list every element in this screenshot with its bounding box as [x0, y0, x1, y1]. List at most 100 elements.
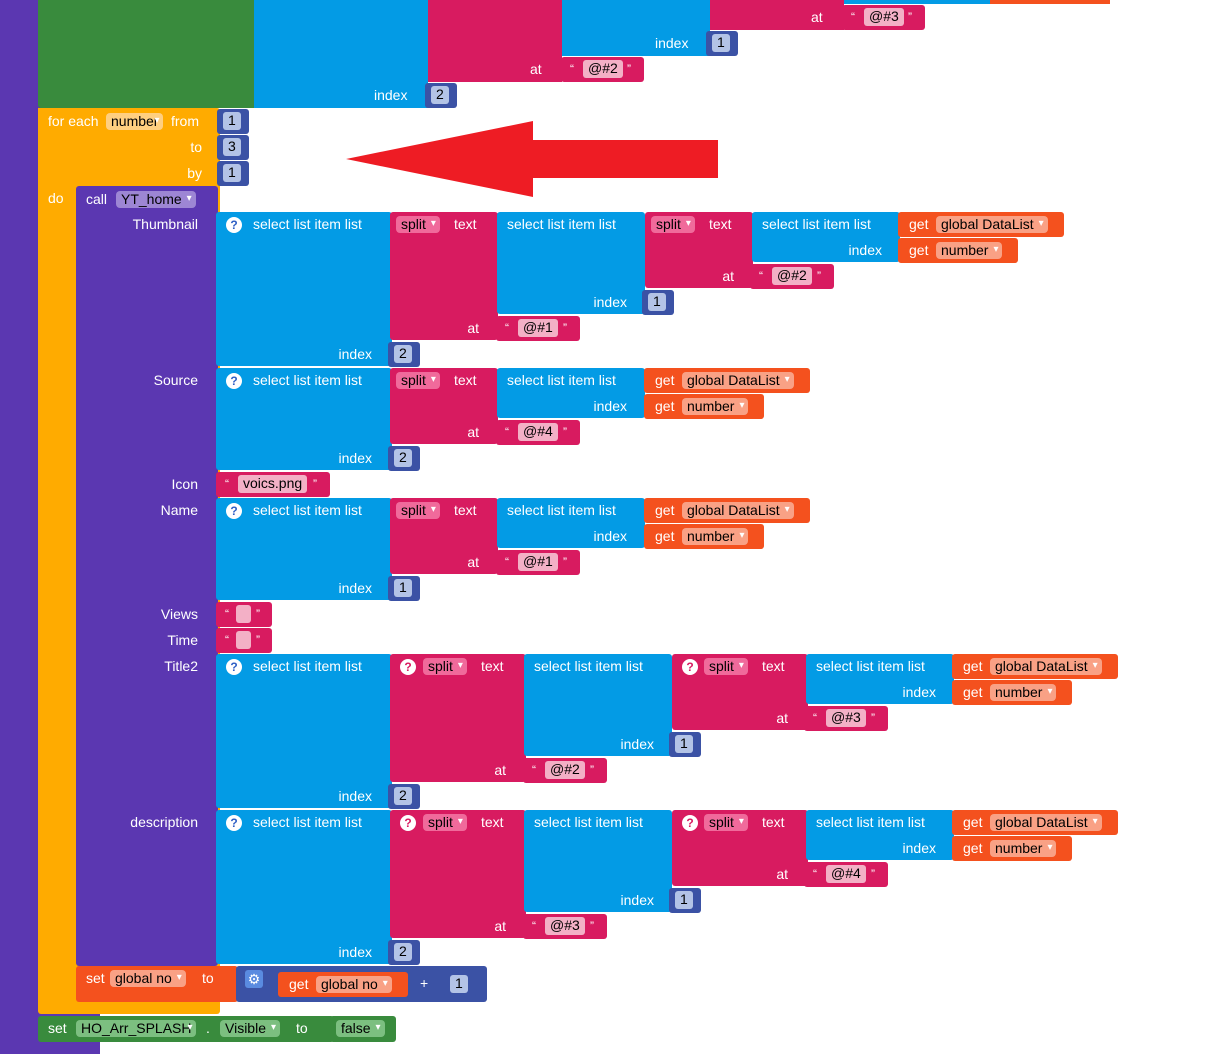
get-global-datalist-block[interactable]: get global DataList [952, 810, 1118, 835]
get-global-datalist-block[interactable]: get global DataList [644, 368, 810, 393]
loop-from-number-block[interactable]: 1 [217, 109, 249, 134]
split-dropdown[interactable]: split [396, 216, 440, 233]
variable-dropdown[interactable]: global no [316, 976, 392, 993]
name-select-list-block-inner[interactable] [497, 498, 645, 548]
description-index-number-outer[interactable]: 2 [388, 940, 420, 965]
top-text-block-mid[interactable] [710, 0, 844, 30]
top-string-value-b[interactable]: @#2 [583, 60, 623, 78]
variable-dropdown[interactable]: number [990, 684, 1057, 701]
procedure-name-dropdown[interactable]: YT_home [116, 191, 196, 208]
source-at-string[interactable]: “ @#4 ” [496, 420, 580, 445]
variable-dropdown[interactable]: number [682, 398, 749, 415]
thumbnail-index-number-inner[interactable]: 1 [642, 290, 674, 315]
mutator-question-icon[interactable]: ? [226, 503, 242, 519]
title2-index-number-outer[interactable]: 2 [388, 784, 420, 809]
source-index-number[interactable]: 2 [388, 446, 420, 471]
source-select-list-block-inner[interactable] [497, 368, 645, 418]
views-string-block[interactable]: “ ” [216, 602, 272, 627]
gear-icon[interactable]: ⚙ [245, 970, 263, 988]
top-string-at-b[interactable]: “ @#2 ” [561, 57, 644, 82]
variable-dropdown[interactable]: global DataList [682, 502, 794, 519]
name-at-string[interactable]: “ @#1 ” [496, 550, 580, 575]
thumbnail-index-number-outer[interactable]: 2 [388, 342, 420, 367]
description-select-list-block[interactable] [216, 810, 392, 964]
boolean-dropdown[interactable]: false [336, 1020, 385, 1037]
loop-to-number-block[interactable]: 3 [217, 135, 249, 160]
mutator-question-icon[interactable]: ? [400, 659, 416, 675]
top-variable-block-inner[interactable] [990, 0, 1110, 4]
get-number-block[interactable]: get number [952, 836, 1072, 861]
split-dropdown[interactable]: split [704, 814, 748, 831]
thumbnail-split-block-outer[interactable] [390, 212, 498, 340]
variable-dropdown[interactable]: global DataList [936, 216, 1048, 233]
thumbnail-select-list-block-inner[interactable] [752, 212, 900, 262]
description-index-number-mid[interactable]: 1 [669, 888, 701, 913]
time-string-block[interactable]: “ ” [216, 628, 272, 653]
get-global-datalist-block[interactable]: get global DataList [644, 498, 810, 523]
mutator-question-icon[interactable]: ? [400, 815, 416, 831]
top-text-block-outer[interactable] [428, 0, 562, 82]
top-list-block-inner[interactable] [844, 0, 990, 4]
thumbnail-select-list-block-mid[interactable] [497, 212, 645, 314]
split-dropdown[interactable]: split [396, 502, 440, 519]
split-dropdown[interactable]: split [423, 814, 467, 831]
mutator-question-icon[interactable]: ? [226, 217, 242, 233]
top-number-index-b[interactable]: 2 [425, 83, 457, 108]
title2-at-string-inner[interactable]: “ @#3 ” [804, 706, 888, 731]
call-procedure-block[interactable] [76, 186, 218, 966]
mutator-question-icon[interactable]: ? [226, 815, 242, 831]
description-at-string-inner[interactable]: “ @#4 ” [804, 862, 888, 887]
title2-select-list-block-mid[interactable] [524, 654, 672, 756]
description-at-string-mid[interactable]: “ @#3 ” [523, 914, 607, 939]
set-component-property-block[interactable]: set HO_Arr_SPLASH . Visible to [38, 1016, 334, 1042]
name-index-number[interactable]: 1 [388, 576, 420, 601]
title2-at-string-mid[interactable]: “ @#2 ” [523, 758, 607, 783]
variable-dropdown[interactable]: global DataList [682, 372, 794, 389]
top-string-value-a[interactable]: @#3 [864, 8, 904, 26]
split-dropdown[interactable]: split [396, 372, 440, 389]
logic-false-block[interactable]: false [330, 1016, 396, 1042]
source-select-list-block[interactable] [216, 368, 392, 470]
icon-string-block[interactable]: “ voics.png ” [216, 472, 330, 497]
loop-variable-dropdown[interactable]: number [106, 113, 164, 130]
variable-dropdown[interactable]: number [682, 528, 749, 545]
mutator-question-icon[interactable]: ? [226, 373, 242, 389]
math-add-block[interactable]: ⚙ get global no + 1 [236, 966, 487, 1002]
thumbnail-select-list-block[interactable] [216, 212, 392, 366]
get-global-no-block[interactable]: get global no [278, 972, 408, 997]
variable-dropdown[interactable]: global DataList [990, 814, 1102, 831]
thumbnail-at-string-outer[interactable]: “ @#1 ” [496, 316, 580, 341]
set-global-no-block[interactable]: set global no to [76, 966, 238, 1002]
name-select-list-block[interactable] [216, 498, 392, 600]
get-number-block[interactable]: get number [644, 394, 764, 419]
property-dropdown[interactable]: Visible [220, 1020, 280, 1037]
title2-select-list-block-inner[interactable] [806, 654, 954, 704]
mutator-question-icon[interactable]: ? [226, 659, 242, 675]
description-select-list-block-mid[interactable] [524, 810, 672, 912]
variable-dropdown[interactable]: global DataList [990, 658, 1102, 675]
get-global-datalist-block[interactable]: get global DataList [898, 212, 1064, 237]
thumbnail-at-string-inner[interactable]: “ @#2 ” [750, 264, 834, 289]
description-split-block-outer[interactable] [390, 810, 526, 938]
loop-by-number-block[interactable]: 1 [217, 161, 249, 186]
mutator-question-icon[interactable]: ? [682, 815, 698, 831]
top-string-at-a[interactable]: “ @#3 ” [842, 5, 925, 30]
title2-split-block-outer[interactable] [390, 654, 526, 782]
title2-select-list-block[interactable] [216, 654, 392, 808]
split-dropdown[interactable]: split [651, 216, 695, 233]
top-list-block-outer[interactable] [254, 0, 428, 108]
mutator-question-icon[interactable]: ? [682, 659, 698, 675]
top-number-index-a[interactable]: 1 [706, 31, 738, 56]
component-dropdown[interactable]: HO_Arr_SPLASH [76, 1020, 197, 1037]
split-dropdown[interactable]: split [704, 658, 748, 675]
get-number-block[interactable]: get number [952, 680, 1072, 705]
top-list-block-mid[interactable] [562, 0, 710, 56]
get-global-datalist-block[interactable]: get global DataList [952, 654, 1118, 679]
green-logic-block-top[interactable] [38, 0, 254, 108]
variable-dropdown[interactable]: number [990, 840, 1057, 857]
get-number-block[interactable]: get number [644, 524, 764, 549]
split-dropdown[interactable]: split [423, 658, 467, 675]
variable-dropdown[interactable]: global no [110, 970, 186, 987]
get-number-block[interactable]: get number [898, 238, 1018, 263]
